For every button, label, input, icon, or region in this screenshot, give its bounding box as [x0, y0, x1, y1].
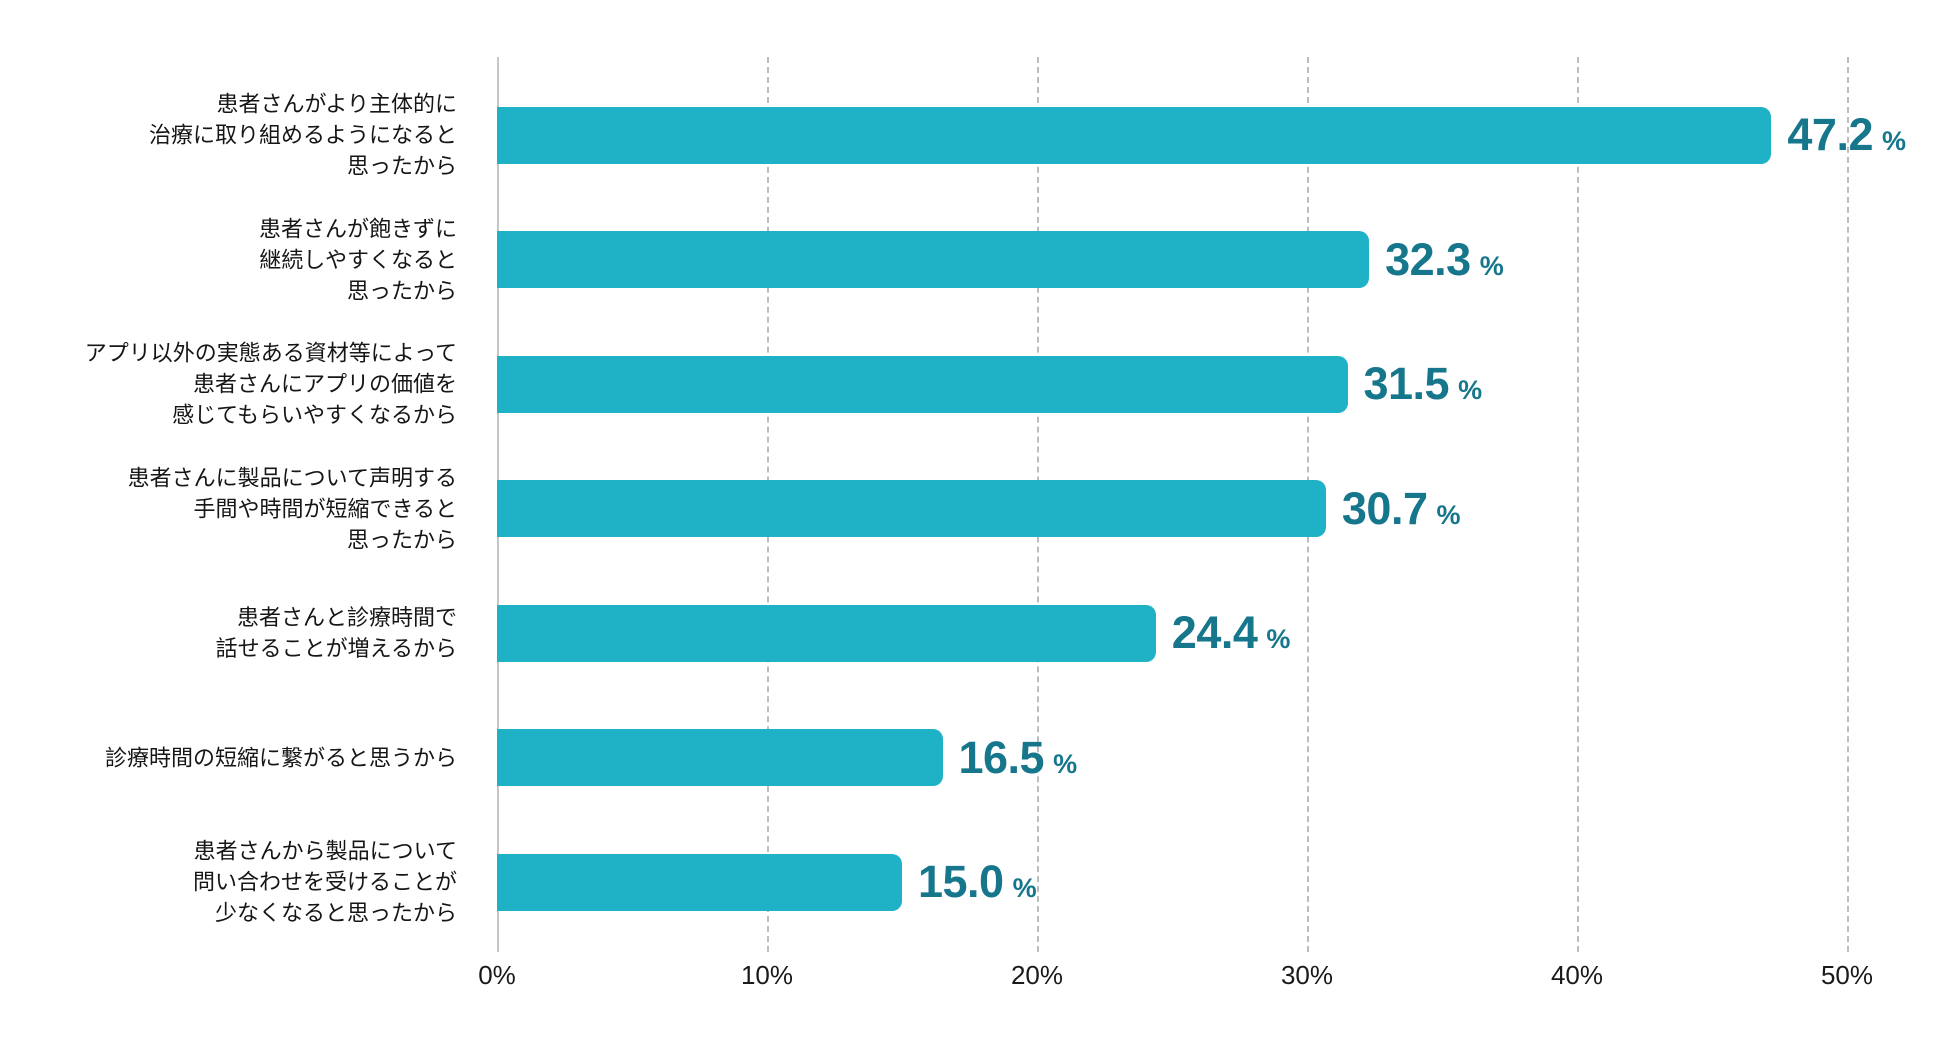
bar-row: 24.4%: [497, 571, 1290, 696]
x-tick-label: 10%: [740, 960, 794, 990]
bar-value-label: 31.5%: [1364, 358, 1483, 410]
category-label-column: 患者さんがより主体的に 治療に取り組めるようになると 思ったから患者さんが飽きずに継…: [0, 0, 477, 1043]
category-label: 患者さんと診療時間で 話せることが増えるから: [215, 605, 457, 662]
bar: [497, 853, 902, 911]
category-label: 患者さんが飽きずに 継続しやすくなると 思ったから: [258, 216, 457, 304]
bar-value-unit: %: [1458, 375, 1483, 406]
bar: [497, 729, 943, 787]
category-label: 患者さんがより主体的に 治療に取り組めるようになると 思ったから: [148, 91, 457, 179]
bar-value-unit: %: [1266, 624, 1291, 655]
bar-value-unit: %: [1012, 873, 1037, 904]
x-gridline: [1847, 57, 1849, 952]
bar-value-label: 30.7%: [1342, 483, 1461, 535]
x-gridline: [1577, 57, 1579, 952]
bar-value-number: 47.2: [1787, 109, 1873, 161]
bar-value-unit: %: [1053, 748, 1078, 779]
bar-row: 30.7%: [497, 447, 1461, 572]
category-label: 診療時間の短縮に繋がると思うから: [104, 745, 457, 771]
bar-value-label: 32.3%: [1385, 234, 1504, 286]
bar-value-unit: %: [1881, 126, 1906, 157]
bar-value-number: 31.5: [1363, 358, 1450, 410]
bar: [497, 231, 1370, 289]
plot-area: 47.2% 32.3% 31.5% 30.7% 24.4% 16.5% 15.0%: [497, 57, 1906, 952]
bar: [497, 106, 1772, 164]
x-tick-label: 0%: [478, 960, 516, 990]
bar-value-label: 16.5%: [959, 732, 1078, 784]
bar-value-number: 32.3: [1385, 233, 1471, 285]
x-tick-label: 20%: [1010, 960, 1064, 990]
bar-row: 32.3%: [497, 198, 1504, 323]
bar-value-number: 24.4: [1171, 607, 1258, 659]
x-axis-tick-labels: 0% 10% 20% 30% 40% 50%: [0, 960, 1950, 1005]
bar-value-label: 15.0%: [918, 856, 1037, 908]
x-tick-label: 30%: [1280, 960, 1334, 990]
category-label: アプリ以外の実態ある資材等によって 患者さんにアプリの価値を 感じてもらいやすくなる…: [84, 340, 457, 428]
bar: [497, 480, 1326, 538]
x-tick-label: 50%: [1820, 960, 1874, 990]
bar-value-unit: %: [1479, 250, 1504, 281]
bar-value-number: 16.5: [958, 731, 1045, 783]
category-label: 患者さんに製品について声明する 手間や時間が短縮できると 思ったから: [127, 465, 457, 553]
bar-row: 15.0%: [497, 820, 1037, 945]
bar-row: 31.5%: [497, 322, 1482, 447]
bar-row: 16.5%: [497, 696, 1077, 821]
bar: [497, 355, 1348, 413]
bar-value-number: 30.7: [1341, 482, 1428, 534]
bar-value-label: 24.4%: [1172, 607, 1291, 659]
x-tick-label: 40%: [1550, 960, 1604, 990]
bar: [497, 604, 1156, 662]
category-label: 患者さんから製品について 問い合わせを受けることが 少なくなると思ったから: [192, 838, 457, 926]
bar-value-label: 47.2%: [1787, 109, 1906, 161]
bar-value-number: 15.0: [918, 856, 1004, 908]
bar-row: 47.2%: [497, 73, 1906, 198]
bar-value-unit: %: [1436, 499, 1461, 530]
